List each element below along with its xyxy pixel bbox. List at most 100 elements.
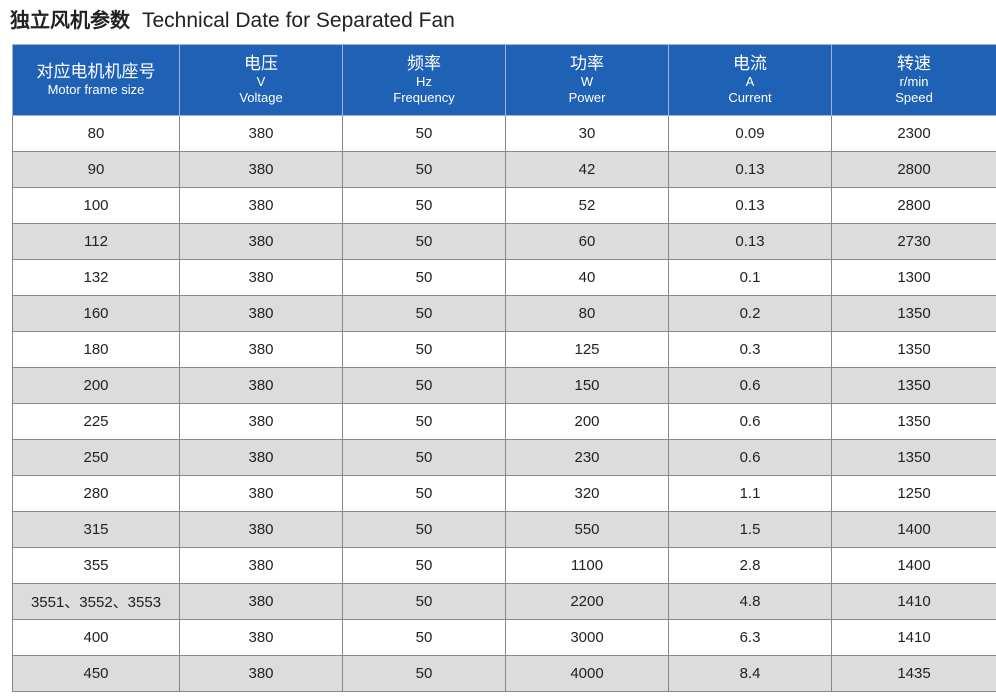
table-cell: 30 <box>505 115 669 152</box>
table-cell: 50 <box>342 547 506 584</box>
table-cell: 112 <box>12 223 180 260</box>
table-cell: 320 <box>505 475 669 512</box>
table-cell: 380 <box>179 151 343 188</box>
table-row: 225 380 50 200 0.6 1350 <box>12 403 996 440</box>
table-row: 132 380 50 40 0.1 1300 <box>12 259 996 296</box>
table-cell: 100 <box>12 187 180 224</box>
table-row: 100 380 50 52 0.13 2800 <box>12 187 996 224</box>
table-cell: 50 <box>342 295 506 332</box>
table-cell: 50 <box>342 475 506 512</box>
table-cell: 315 <box>12 511 180 548</box>
table-cell: 6.3 <box>668 619 832 656</box>
table-cell: 380 <box>179 223 343 260</box>
table-cell: 1410 <box>831 619 996 656</box>
table-row: 450 380 50 4000 8.4 1435 <box>12 655 996 692</box>
header-cn: 转速 <box>897 54 931 73</box>
table-cell: 1350 <box>831 403 996 440</box>
table-cell: 400 <box>12 619 180 656</box>
table-cell: 180 <box>12 331 180 368</box>
header-row: 对应电机机座号 Motor frame size 电压 V Voltage 频率 Hz Fre… <box>12 44 996 116</box>
header-unit: W <box>580 74 594 89</box>
table-cell: 50 <box>342 439 506 476</box>
table-cell: 2800 <box>831 151 996 188</box>
table-cell: 200 <box>505 403 669 440</box>
table-cell: 380 <box>179 439 343 476</box>
table-cell: 1300 <box>831 259 996 296</box>
header-cn: 频率 <box>407 54 441 73</box>
table-cell: 1410 <box>831 583 996 620</box>
table-row: 80 380 50 30 0.09 2300 <box>12 115 996 152</box>
table-cell: 1350 <box>831 439 996 476</box>
table-cell: 50 <box>342 583 506 620</box>
table-cell: 4000 <box>505 655 669 692</box>
table-cell: 280 <box>12 475 180 512</box>
title: 独立风机参数 Technical Date for Separated Fan <box>10 6 455 34</box>
column-header: 电流 A Current <box>668 44 832 116</box>
table-cell: 1350 <box>831 331 996 368</box>
table-cell: 450 <box>12 655 180 692</box>
table-cell: 0.09 <box>668 115 832 152</box>
table-cell: 230 <box>505 439 669 476</box>
table-cell: 0.13 <box>668 223 832 260</box>
table-cell: 380 <box>179 547 343 584</box>
title-en: Technical Date for Separated Fan <box>142 9 455 32</box>
table-cell: 80 <box>505 295 669 332</box>
table-cell: 50 <box>342 619 506 656</box>
table-cell: 50 <box>342 403 506 440</box>
table-cell: 380 <box>179 583 343 620</box>
table-cell: 2300 <box>831 115 996 152</box>
table-cell: 80 <box>12 115 180 152</box>
table-cell: 0.6 <box>668 367 832 404</box>
table-row: 355 380 50 1100 2.8 1400 <box>12 547 996 584</box>
header-en: Current <box>728 90 772 105</box>
table-cell: 380 <box>179 295 343 332</box>
header-cn: 对应电机机座号 <box>36 62 156 81</box>
header-en: Motor frame size <box>47 82 145 97</box>
table-cell: 150 <box>505 367 669 404</box>
table-cell: 1350 <box>831 295 996 332</box>
table-row: 3551、3552、3553 380 50 2200 4.8 1410 <box>12 583 996 620</box>
table-cell: 42 <box>505 151 669 188</box>
table-cell: 40 <box>505 259 669 296</box>
column-header: 转速 r/min Speed <box>831 44 996 116</box>
header-unit: Hz <box>416 74 432 89</box>
header-unit: A <box>745 74 755 89</box>
table-cell: 0.6 <box>668 403 832 440</box>
table-cell: 380 <box>179 115 343 152</box>
table-cell: 2.8 <box>668 547 832 584</box>
table-cell: 380 <box>179 331 343 368</box>
table-cell: 0.3 <box>668 331 832 368</box>
table-row: 200 380 50 150 0.6 1350 <box>12 367 996 404</box>
table-row: 250 380 50 230 0.6 1350 <box>12 439 996 476</box>
table-row: 280 380 50 320 1.1 1250 <box>12 475 996 512</box>
table-cell: 90 <box>12 151 180 188</box>
table-cell: 380 <box>179 619 343 656</box>
table-cell: 550 <box>505 511 669 548</box>
table-cell: 160 <box>12 295 180 332</box>
table-cell: 0.13 <box>668 187 832 224</box>
table-cell: 0.1 <box>668 259 832 296</box>
table-cell: 2730 <box>831 223 996 260</box>
table-cell: 380 <box>179 367 343 404</box>
table-cell: 225 <box>12 403 180 440</box>
table-cell: 50 <box>342 151 506 188</box>
table-row: 160 380 50 80 0.2 1350 <box>12 295 996 332</box>
table-cell: 50 <box>342 115 506 152</box>
table-row: 90 380 50 42 0.13 2800 <box>12 151 996 188</box>
table-cell: 50 <box>342 367 506 404</box>
table-cell: 380 <box>179 187 343 224</box>
table-cell: 50 <box>342 331 506 368</box>
table-cell: 1400 <box>831 547 996 584</box>
table-cell: 1250 <box>831 475 996 512</box>
table-cell: 1400 <box>831 511 996 548</box>
table-row: 400 380 50 3000 6.3 1410 <box>12 619 996 656</box>
table-cell: 380 <box>179 403 343 440</box>
table-cell: 1100 <box>505 547 669 584</box>
table-cell: 0.6 <box>668 439 832 476</box>
header-en: Power <box>568 90 606 105</box>
table-cell: 355 <box>12 547 180 584</box>
table-cell: 250 <box>12 439 180 476</box>
header-cn: 电流 <box>733 54 767 73</box>
table-cell: 380 <box>179 655 343 692</box>
